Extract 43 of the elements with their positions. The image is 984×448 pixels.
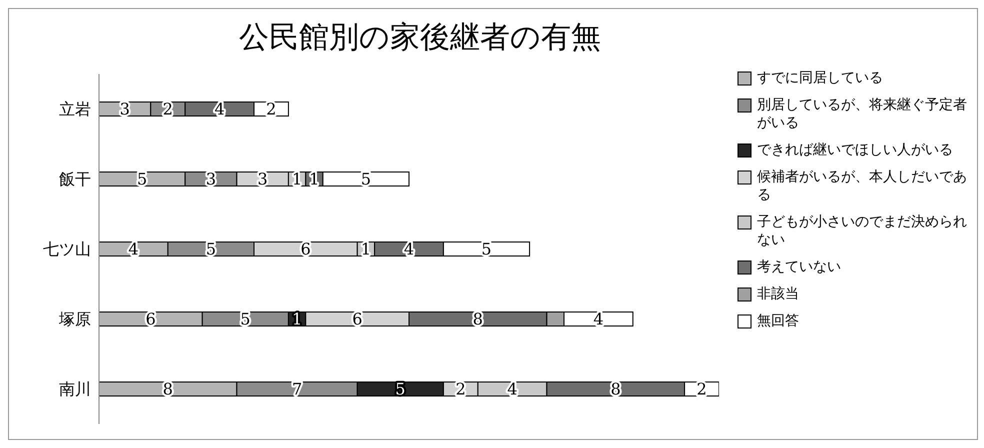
legend-label: 考えていない — [757, 258, 841, 276]
legend-label: 候補者がいるが、本人しだいである — [757, 168, 968, 204]
data-label: 1 — [292, 170, 302, 188]
data-label: 8 — [162, 380, 173, 398]
data-label: 6 — [352, 310, 362, 328]
data-label: 7 — [292, 380, 302, 398]
data-label: 5 — [206, 240, 216, 258]
data-label: 4 — [404, 240, 414, 258]
y-tick-label: 塚原 — [58, 310, 91, 329]
data-label: 5 — [481, 240, 492, 258]
legend-label: すでに同居している — [757, 69, 883, 87]
data-label: 2 — [266, 100, 276, 118]
y-tick-label: 七ツ山 — [43, 240, 91, 259]
data-label: 8 — [472, 310, 483, 328]
data-label: 3 — [258, 170, 268, 188]
legend-label: 無回答 — [757, 312, 799, 330]
y-tick-label: 南川 — [59, 380, 91, 399]
y-tick-label: 立岩 — [59, 100, 91, 119]
data-label: 1 — [309, 170, 320, 188]
data-label: 6 — [300, 240, 311, 258]
data-label: 2 — [696, 380, 707, 398]
data-label: 1 — [360, 240, 372, 258]
data-label: 3 — [206, 170, 216, 188]
legend-label: 別居しているが、将来継ぐ予定者がいる — [757, 96, 968, 132]
data-label: 4 — [507, 380, 518, 398]
data-label: 5 — [395, 380, 406, 398]
data-label: 4 — [128, 240, 139, 258]
data-label: 3 — [120, 100, 130, 118]
data-label: 2 — [456, 380, 466, 398]
data-label: 4 — [214, 100, 225, 118]
legend-label: 非該当 — [757, 285, 799, 303]
data-label: 8 — [610, 380, 621, 398]
data-label: 1 — [292, 310, 302, 328]
data-label: 5 — [360, 170, 372, 188]
data-label: 4 — [593, 310, 604, 328]
y-tick-label: 飯干 — [59, 170, 91, 189]
data-label: 5 — [136, 170, 148, 188]
chart-title: 公民館別の家後継者の有無 — [239, 19, 601, 57]
data-label: 5 — [240, 310, 250, 328]
legend-label: できれば継いでほしい人がいる — [757, 141, 953, 159]
data-label: 6 — [146, 310, 156, 328]
legend-label: 子どもが小さいのでまだ決められない — [757, 213, 968, 249]
data-label: 2 — [162, 100, 173, 118]
